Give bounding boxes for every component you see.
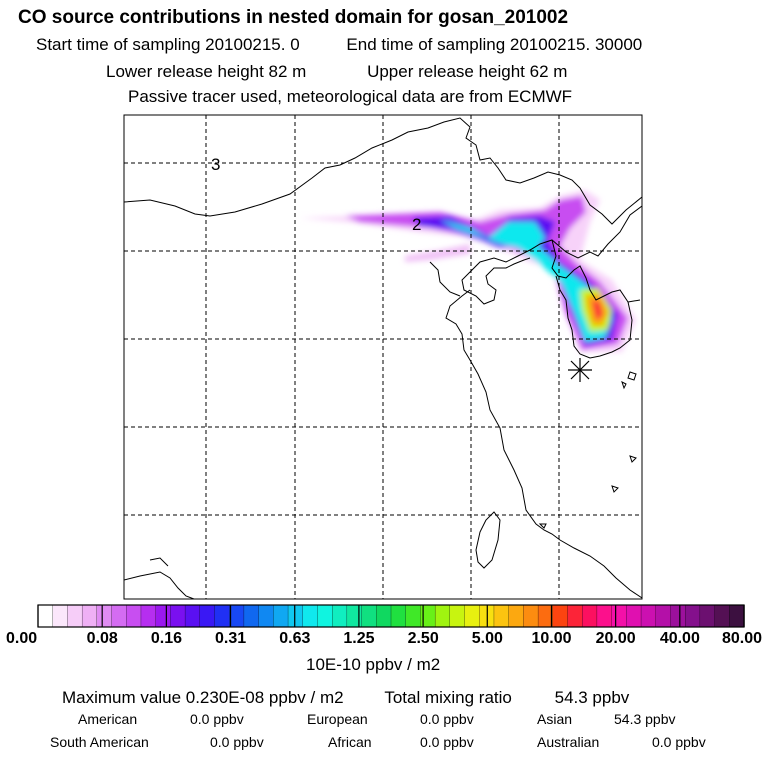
colorbar-tick-label: 0.31 [215, 630, 247, 647]
footprint-map: 3 2 [123, 114, 643, 600]
tracer-note: Passive tracer used, meteorological data… [128, 87, 573, 106]
region-name-asian: Asian [537, 711, 573, 727]
colorbar-tick-label: 5.00 [471, 630, 503, 647]
region-name-australian: Australian [537, 734, 600, 750]
start-time-label: Start time of sampling 20100215. 0 [36, 35, 300, 54]
release-height-line: Lower release height 82 m Upper release … [106, 63, 567, 80]
colorbar-tick-label: 1.25 [343, 630, 375, 647]
colorbar-tick-label: 2.50 [407, 630, 439, 647]
colorbar-tick-label: 0.16 [150, 630, 182, 647]
sampling-time-line: Start time of sampling 20100215. 0 End t… [36, 36, 642, 53]
total-mixing-value: 54.3 ppbv [554, 688, 630, 707]
colorbar-tick-label: 0.63 [279, 630, 311, 647]
region-value-south-american: 0.0 ppbv [210, 734, 264, 750]
coastlines [124, 117, 642, 599]
map-frame [123, 114, 643, 600]
total-mixing-label: Total mixing ratio [384, 688, 512, 707]
end-time-label: End time of sampling 20100215. 30000 [346, 35, 643, 54]
contour-label-3: 3 [211, 155, 220, 174]
region-name-south-american: South American [50, 734, 149, 750]
upper-release-label: Upper release height 62 m [367, 62, 568, 81]
region-name-african: African [328, 734, 372, 750]
concentration-plume [300, 190, 636, 352]
colorbar-tick-label: 0.08 [86, 630, 118, 647]
colorbar-units: 10E-10 ppbv / m2 [306, 655, 441, 674]
summary-line: Maximum value 0.230E-08 ppbv / m2 Total … [62, 689, 629, 706]
lat-lon-grid [124, 115, 642, 599]
lower-release-label: Lower release height 82 m [106, 62, 307, 81]
max-value-label: Maximum value 0.230E-08 ppbv / m2 [62, 688, 344, 707]
colorbar-tick-label: 0.00 [6, 630, 38, 647]
page-title: CO source contributions in nested domain… [18, 7, 569, 28]
region-name-european: European [307, 711, 368, 727]
region-name-american: American [78, 711, 138, 727]
region-value-american: 0.0 ppbv [190, 711, 244, 727]
region-value-european: 0.0 ppbv [420, 711, 474, 727]
asterisk-icon [568, 358, 592, 382]
colorbar-tick-label: 20.00 [595, 630, 636, 647]
region-value-australian: 0.0 ppbv [652, 734, 706, 750]
colorbar-tick-label: 40.00 [659, 630, 700, 647]
region-value-asian: 54.3 ppbv [614, 711, 676, 727]
colorbar-tick-label: 10.00 [531, 630, 572, 647]
contour-label-2: 2 [412, 215, 421, 234]
colorbar-tick-label: 80.00 [722, 630, 763, 647]
region-value-african: 0.0 ppbv [420, 734, 474, 750]
